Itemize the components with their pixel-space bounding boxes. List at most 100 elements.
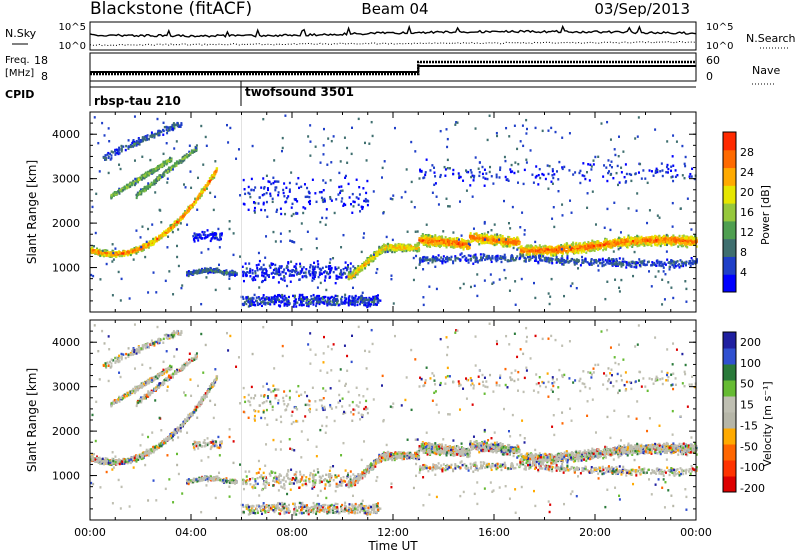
power-cell [142,176,145,180]
power-cell [230,271,233,274]
power-cell [283,294,286,298]
power-cell [312,265,315,269]
power-cell [418,241,421,245]
power-cell [592,246,595,250]
power-cell [163,164,166,167]
power-cell [156,176,159,179]
power-cell [383,248,386,251]
power-cell [157,165,160,168]
power-cell [473,232,476,236]
power-cell [151,171,154,174]
power-cell [135,193,138,197]
power-cell [204,234,207,237]
power-cell [574,251,577,255]
power-cell [295,305,298,308]
power-cell [339,269,342,272]
power-cell [520,247,523,250]
power-cell [260,301,263,304]
power-cell [304,195,307,199]
power-cell [367,263,370,267]
power-cell [499,234,502,237]
power-cell [173,125,176,129]
power-cell [673,240,676,243]
power-cell [406,244,409,248]
power-cell [115,191,118,195]
power-cell [139,176,142,180]
power-cell [409,243,412,247]
noise-right-tick-bottom: 10^0 [706,41,733,52]
power-cell [280,295,283,299]
power-cell [197,269,200,273]
power-cell [391,244,394,248]
power-cell [339,191,342,195]
power-cell [348,270,351,274]
power-cell [287,195,290,198]
power-cell [103,252,106,255]
power-cell [426,234,429,237]
power-cell [572,243,575,247]
power-cell [457,245,460,248]
power-cell [164,170,167,174]
power-cell [151,183,154,186]
power-cell [150,134,153,137]
power-cell [256,274,259,278]
power-cell [162,128,165,132]
power-cell [272,271,275,275]
power-cell [127,145,130,149]
power-cell [127,184,130,187]
power-cell [439,244,442,247]
power-cell [430,235,433,238]
power-cell [331,300,334,304]
power-cell [417,243,420,246]
power-cell [301,267,304,271]
power-cell [152,169,155,173]
power-cell [348,295,351,298]
power-cell [93,251,96,254]
power-cell [250,303,253,306]
power-cell [352,271,355,275]
power-cell [611,245,614,248]
power-cell [332,298,335,302]
power-cell [356,272,359,276]
power-cell [595,244,598,247]
power-cell [118,191,121,194]
power-cell [346,275,349,278]
power-cell [338,276,341,279]
power-cell [621,241,624,244]
power-cell [689,241,692,245]
power-cell [651,238,654,241]
power-cell [421,235,424,238]
power-cell [348,300,351,303]
power-cell [330,295,333,299]
power-cell [424,235,427,238]
power-cell [280,277,283,280]
power-cell [364,303,367,307]
power-cell [265,271,268,274]
power-cell [322,189,325,192]
power-cell [122,189,125,192]
power-cell [244,272,247,275]
power-cell [349,299,352,303]
power-cell [272,301,275,304]
power-cell [336,277,339,280]
power-cell [678,242,681,245]
power-cell [254,201,257,205]
power-cell [293,296,296,299]
power-cell [589,249,592,253]
power-cell [207,271,210,275]
power-cell [613,238,616,241]
power-cell [287,268,290,272]
power-cell [127,251,130,254]
power-cell [364,264,367,268]
power-cell [219,233,222,236]
power-cell [295,273,298,276]
power-cell [542,245,545,248]
power-cell [586,247,589,251]
power-cell [99,254,102,258]
power-cell [408,248,411,251]
power-cell [670,244,673,247]
power-cell [119,189,122,192]
power-cell [655,235,658,238]
power-cell [340,185,343,188]
power-cell [203,237,206,240]
